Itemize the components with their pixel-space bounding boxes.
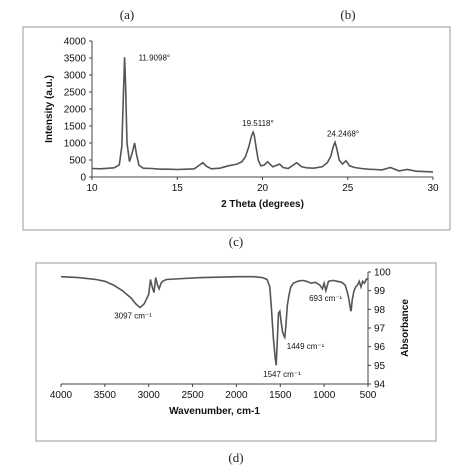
xrd-y-tick-label: 1500 xyxy=(64,122,87,133)
ftir-chart-border xyxy=(35,262,437,442)
xrd-peak-label: 11.9098° xyxy=(139,53,171,62)
xrd-axes xyxy=(89,40,434,180)
ftir-y-tick-label: 94 xyxy=(374,380,386,391)
xrd-y-tick-label: 3000 xyxy=(64,71,87,82)
xrd-series-line xyxy=(91,57,434,173)
ftir-y-tick-label: 96 xyxy=(374,342,386,353)
ftir-x-tick-label: 2000 xyxy=(225,390,248,401)
xrd-x-tick-label: 30 xyxy=(427,183,439,194)
xrd-x-axis-title: 2 Theta (degrees) xyxy=(221,199,304,210)
xrd-y-tick-label: 0 xyxy=(80,173,86,184)
ftir-x-tick-label: 500 xyxy=(360,390,377,401)
ftir-y-tick-label: 98 xyxy=(374,305,386,316)
ftir-x-tick-label: 3500 xyxy=(94,390,117,401)
ftir-series-line xyxy=(60,275,369,366)
xrd-x-tick-label: 20 xyxy=(257,183,269,194)
xrd-x-tick-label: 10 xyxy=(86,183,98,194)
xrd-y-tick-label: 2500 xyxy=(64,88,87,99)
xrd-peak-label: 24.2468° xyxy=(327,129,359,138)
ftir-y-tick-label: 95 xyxy=(374,361,386,372)
xrd-x-tick-label: 25 xyxy=(342,183,354,194)
xrd-peak-label: 19.5118° xyxy=(242,119,274,128)
panel-label-b: (b) xyxy=(340,7,355,22)
xrd-chart: 10 15 20 25 30 0 500 1000 1500 2000 2500 3000 3500 40… xyxy=(22,26,451,231)
ftir-x-tick-label: 4000 xyxy=(50,390,73,401)
ftir-x-axis-title: Wavenumber, cm-1 xyxy=(169,406,260,417)
xrd-y-tick-label: 1000 xyxy=(64,139,87,150)
panel-label-d: (d) xyxy=(228,450,243,465)
ftir-x-tick-label: 1000 xyxy=(313,390,336,401)
xrd-y-tick-label: 4000 xyxy=(64,37,87,48)
ftir-axes xyxy=(60,271,371,387)
ftir-x-tick-label: 2500 xyxy=(181,390,204,401)
ftir-y-tick-label: 99 xyxy=(374,286,386,297)
ftir-y-tick-label: 100 xyxy=(374,268,391,279)
xrd-peak-annotations: 11.9098° 19.5118° 24.2468° xyxy=(139,53,360,138)
ftir-peak-annotations: 3097 cm⁻¹ 1547 cm⁻¹ 1449 cm⁻¹ 693 cm⁻¹ xyxy=(114,294,342,379)
ftir-y-axis-title: Absorbance xyxy=(400,299,411,357)
ftir-x-tick-label: 3000 xyxy=(138,390,161,401)
ftir-peak-label: 3097 cm⁻¹ xyxy=(114,311,152,320)
ftir-peak-label: 693 cm⁻¹ xyxy=(309,294,342,303)
xrd-x-tick-label: 15 xyxy=(172,183,184,194)
panel-label-a: (a) xyxy=(120,7,134,22)
xrd-y-tick-label: 3500 xyxy=(64,54,87,65)
xrd-y-tick-label: 2000 xyxy=(64,105,87,116)
panel-label-c: (c) xyxy=(229,234,243,249)
xrd-y-axis-title: Intensity (a.u.) xyxy=(44,75,55,143)
xrd-tick-labels: 10 15 20 25 30 0 500 1000 1500 2000 2500 3000 3500 40… xyxy=(64,37,439,195)
xrd-y-tick-label: 500 xyxy=(69,156,86,167)
xrd-chart-border xyxy=(22,26,451,231)
ftir-y-tick-label: 97 xyxy=(374,324,386,335)
ftir-x-tick-label: 1500 xyxy=(269,390,292,401)
ftir-peak-label: 1449 cm⁻¹ xyxy=(287,342,325,351)
ftir-peak-label: 1547 cm⁻¹ xyxy=(263,370,301,379)
